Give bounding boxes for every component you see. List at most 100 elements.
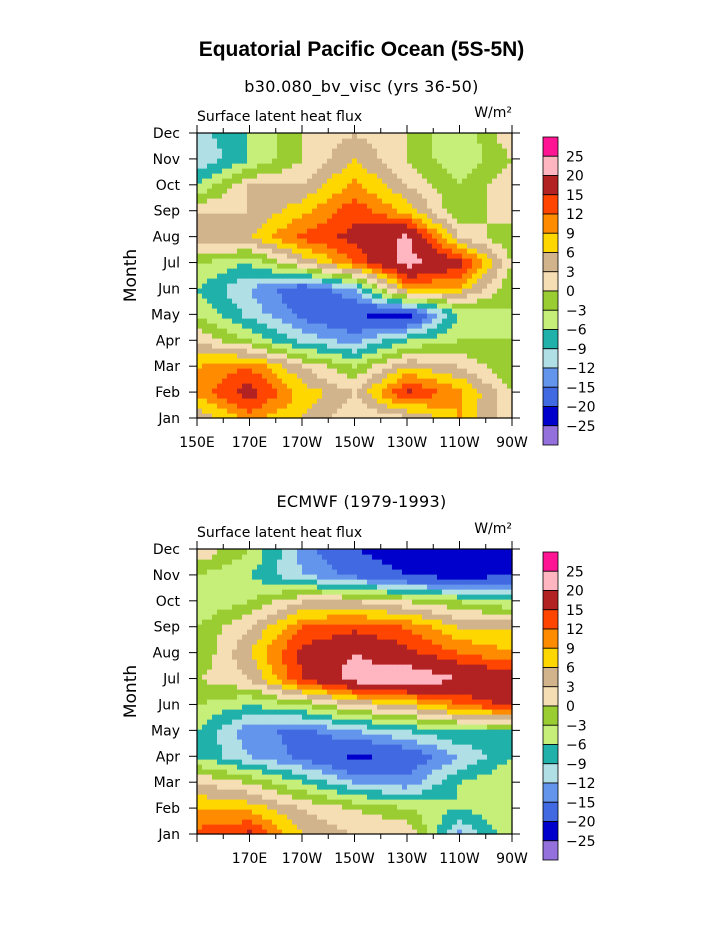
heatmap-cell <box>432 263 438 269</box>
heatmap-cell <box>397 218 403 224</box>
heatmap-cell <box>247 338 253 344</box>
heatmap-cell <box>437 133 443 139</box>
heatmap-cell <box>322 188 328 194</box>
heatmap-cell <box>467 804 473 810</box>
heatmap-cell <box>462 358 468 364</box>
heatmap-cell <box>277 183 283 189</box>
heatmap-cell <box>322 398 328 404</box>
heatmap-cell <box>252 238 258 244</box>
heatmap-cell <box>327 328 333 334</box>
heatmap-cell <box>337 353 343 359</box>
heatmap-cell <box>237 348 243 354</box>
heatmap-cell <box>332 313 338 319</box>
heatmap-cell <box>292 263 298 269</box>
heatmap-cell <box>227 208 233 214</box>
heatmap-cell <box>232 153 238 159</box>
heatmap-cell <box>287 153 293 159</box>
heatmap-cell <box>447 148 453 154</box>
heatmap-cell <box>257 228 263 234</box>
heatmap-cell <box>222 408 228 414</box>
heatmap-cell <box>207 268 213 274</box>
heatmap-cell <box>377 243 383 249</box>
heatmap-cell <box>407 168 413 174</box>
heatmap-cell <box>332 263 338 269</box>
heatmap-cell <box>257 273 263 279</box>
heatmap-cell <box>347 779 353 785</box>
heatmap-cell <box>237 413 243 419</box>
heatmap-cell <box>387 258 393 264</box>
heatmap-cell <box>442 298 448 304</box>
heatmap-cell <box>432 784 438 790</box>
heatmap-cell <box>327 303 333 309</box>
heatmap-cell <box>472 303 478 309</box>
heatmap-cell <box>502 178 508 184</box>
heatmap-cell <box>317 133 323 139</box>
heatmap-cell <box>317 148 323 154</box>
heatmap-cell <box>372 298 378 304</box>
heatmap-cell <box>422 383 428 389</box>
heatmap-cell <box>347 378 353 384</box>
heatmap-cell <box>227 408 233 414</box>
heatmap-cell <box>262 278 268 284</box>
heatmap-cell <box>327 178 333 184</box>
heatmap-cell <box>452 218 458 224</box>
heatmap-cell <box>297 333 303 339</box>
heatmap-cell <box>197 253 203 259</box>
heatmap-cell <box>372 338 378 344</box>
heatmap-cell <box>442 258 448 264</box>
heatmap-cell <box>197 388 203 394</box>
heatmap-cell <box>352 363 358 369</box>
heatmap-cell <box>257 303 263 309</box>
heatmap-cell <box>442 263 448 269</box>
heatmap-cell <box>287 759 293 765</box>
heatmap-cell <box>412 358 418 364</box>
heatmap-cell <box>377 744 383 750</box>
heatmap-cell <box>477 769 483 775</box>
heatmap-cell <box>482 188 488 194</box>
heatmap-cell <box>337 809 343 815</box>
heatmap-cell <box>242 368 248 374</box>
heatmap-cell <box>237 328 243 334</box>
heatmap-cell <box>312 173 318 179</box>
heatmap-cell <box>417 388 423 394</box>
heatmap-cell <box>297 814 303 820</box>
heatmap-cell <box>317 398 323 404</box>
heatmap-cell <box>272 293 278 299</box>
heatmap-cell <box>412 238 418 244</box>
heatmap-cell <box>292 268 298 274</box>
heatmap-cell <box>197 178 203 184</box>
heatmap-cell <box>302 233 308 239</box>
heatmap-cell <box>232 333 238 339</box>
heatmap-cell <box>247 278 253 284</box>
heatmap-cell <box>347 829 353 835</box>
heatmap-cell <box>442 318 448 324</box>
heatmap-cell <box>372 178 378 184</box>
heatmap-cell <box>422 734 428 740</box>
heatmap-cell <box>197 333 203 339</box>
heatmap-cell <box>487 308 493 314</box>
heatmap-cell <box>462 228 468 234</box>
heatmap-cell <box>242 383 248 389</box>
heatmap-cell <box>457 303 463 309</box>
heatmap-cell <box>397 153 403 159</box>
heatmap-cell <box>347 794 353 800</box>
heatmap-cell <box>317 343 323 349</box>
heatmap-cell <box>252 248 258 254</box>
heatmap-cell <box>452 213 458 219</box>
heatmap-cell <box>247 228 253 234</box>
heatmap-cell <box>332 739 338 745</box>
heatmap-cell <box>467 158 473 164</box>
heatmap-cell <box>367 213 373 219</box>
heatmap-cell <box>432 749 438 755</box>
heatmap-cell <box>317 298 323 304</box>
heatmap-cell <box>387 293 393 299</box>
heatmap-cell <box>397 413 403 419</box>
heatmap-cell <box>482 283 488 289</box>
heatmap-cell <box>342 253 348 259</box>
heatmap-cell <box>482 338 488 344</box>
heatmap-cell <box>277 268 283 274</box>
heatmap-cell <box>287 278 293 284</box>
heatmap-cell <box>202 358 208 364</box>
heatmap-cell <box>412 188 418 194</box>
heatmap-cell <box>352 218 358 224</box>
